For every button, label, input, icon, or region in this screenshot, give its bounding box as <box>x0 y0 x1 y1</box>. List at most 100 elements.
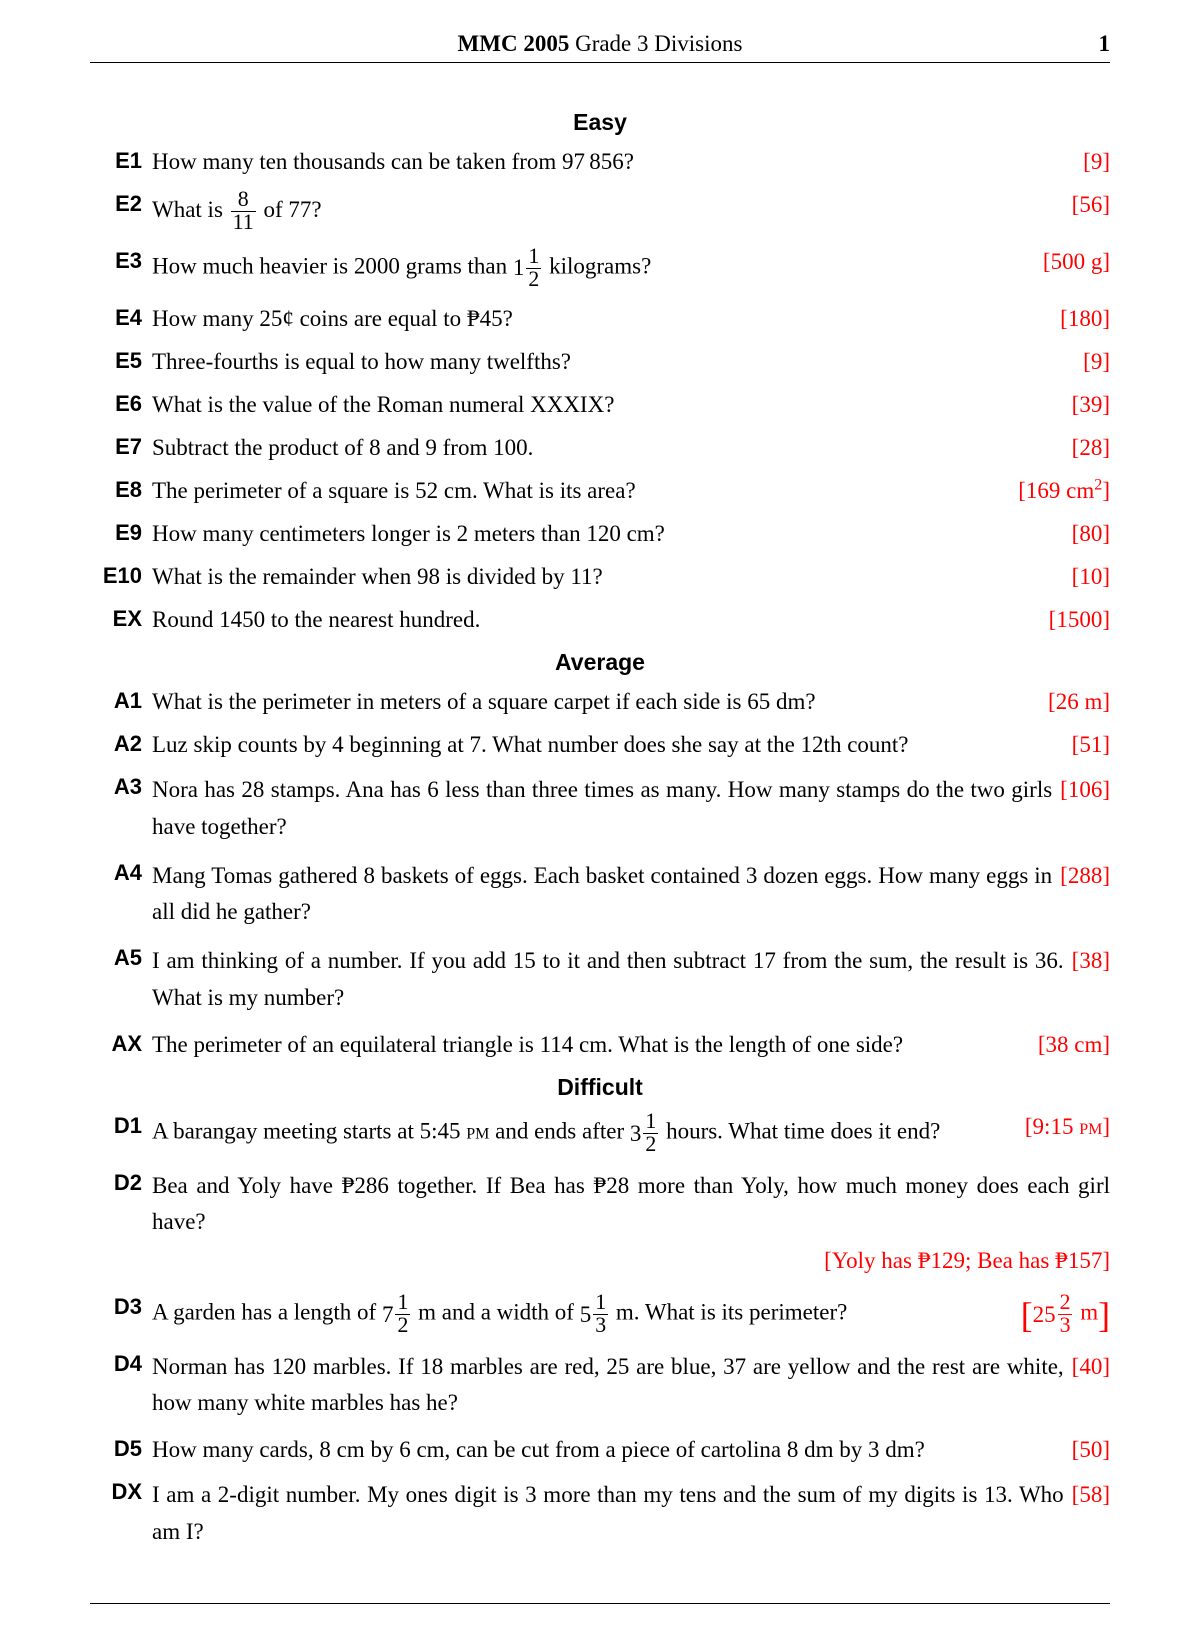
question-text: Three-fourths is equal to how many twelf… <box>152 349 571 374</box>
question-body: [169 cm2] The perimeter of a square is 5… <box>152 475 1110 506</box>
mixed-number: 712 <box>382 1300 412 1325</box>
question-body: [40] Norman has 120 marbles. If 18 marbl… <box>152 1349 1110 1423</box>
answer: [106] <box>1060 772 1110 809</box>
question-row: AX [38 cm] The perimeter of an equilater… <box>90 1029 1110 1060</box>
question-label: E9 <box>90 518 152 548</box>
question-label: D5 <box>90 1434 152 1464</box>
question-label: A5 <box>90 943 152 973</box>
answer: [56] <box>1072 189 1110 220</box>
question-row: E5 [9] Three-fourths is equal to how man… <box>90 346 1110 377</box>
question-row: A5 [38] I am thinking of a number. If yo… <box>90 943 1110 1017</box>
question-row: D1 [9:15 pm] A barangay meeting starts a… <box>90 1111 1110 1156</box>
mixed-number: 513 <box>580 1300 610 1325</box>
question-row: E1 [9] How many ten thousands can be tak… <box>90 146 1110 177</box>
question-text: What is the value of the Roman numeral X… <box>152 392 614 417</box>
question-body: [288] Mang Tomas gathered 8 baskets of e… <box>152 858 1110 932</box>
question-body: [9:15 pm] A barangay meeting starts at 5… <box>152 1111 1110 1156</box>
answer: [9] <box>1083 146 1110 177</box>
question-text: Round 1450 to the nearest hundred. <box>152 607 480 632</box>
section-heading-easy: Easy <box>90 107 1110 138</box>
question-body: [56] What is 811 of 77? <box>152 189 1110 234</box>
question-text: How many ten thousands can be taken from… <box>152 149 634 174</box>
question-text: Mang Tomas gathered 8 baskets of eggs. E… <box>152 863 1052 925</box>
answer: [28] <box>1072 432 1110 463</box>
question-row: E6 [39] What is the value of the Roman n… <box>90 389 1110 420</box>
question-text: I am thinking of a number. If you add 15… <box>152 948 1064 1010</box>
question-row: D4 [40] Norman has 120 marbles. If 18 ma… <box>90 1349 1110 1423</box>
question-body: [106] Nora has 28 stamps. Ana has 6 less… <box>152 772 1110 846</box>
answer: [51] <box>1072 729 1110 760</box>
answer: [1500] <box>1049 604 1110 635</box>
question-text: Subtract the product of 8 and 9 from 100… <box>152 435 533 460</box>
question-text: What is the remainder when 98 is divided… <box>152 564 603 589</box>
question-text: Bea and Yoly have ₱286 together. If Bea … <box>152 1173 1110 1235</box>
header-title-rest: Grade 3 Divisions <box>569 31 742 56</box>
question-label: A1 <box>90 686 152 716</box>
question-body: [28] Subtract the product of 8 and 9 fro… <box>152 432 1110 463</box>
question-body: Bea and Yoly have ₱286 together. If Bea … <box>152 1168 1110 1280</box>
question-row: E8 [169 cm2] The perimeter of a square i… <box>90 475 1110 506</box>
header-title: MMC 2005 Grade 3 Divisions <box>110 28 1090 59</box>
question-label: E4 <box>90 303 152 333</box>
question-text: How many cards, 8 cm by 6 cm, can be cut… <box>152 1437 925 1462</box>
question-text: Norman has 120 marbles. If 18 marbles ar… <box>152 1354 1064 1416</box>
question-label: A3 <box>90 772 152 802</box>
question-text: Luz skip counts by 4 beginning at 7. Wha… <box>152 732 909 757</box>
answer: [38 cm] <box>1038 1029 1110 1060</box>
question-label: E3 <box>90 246 152 276</box>
answer: [40] <box>1072 1349 1110 1386</box>
question-text: Nora has 28 stamps. Ana has 6 less than … <box>152 777 1052 839</box>
question-text: I am a 2-digit number. My ones digit is … <box>152 1482 1064 1544</box>
question-label: D4 <box>90 1349 152 1379</box>
answer: [80] <box>1072 518 1110 549</box>
question-row: EX [1500] Round 1450 to the nearest hund… <box>90 604 1110 635</box>
question-label: E6 <box>90 389 152 419</box>
answer: [38] <box>1072 943 1110 980</box>
question-label: E10 <box>90 561 152 591</box>
question-body: [9] How many ten thousands can be taken … <box>152 146 1110 177</box>
question-label: E1 <box>90 146 152 176</box>
question-label: A2 <box>90 729 152 759</box>
question-body: [180] How many 25¢ coins are equal to ₱4… <box>152 303 1110 334</box>
question-row: E10 [10] What is the remainder when 98 i… <box>90 561 1110 592</box>
question-body: [50] How many cards, 8 cm by 6 cm, can b… <box>152 1434 1110 1465</box>
question-row: A1 [26 m] What is the perimeter in meter… <box>90 686 1110 717</box>
question-label: AX <box>90 1029 152 1059</box>
question-row: E7 [28] Subtract the product of 8 and 9 … <box>90 432 1110 463</box>
question-label: E2 <box>90 189 152 219</box>
mixed-number: 312 <box>630 1119 660 1144</box>
section-heading-difficult: Difficult <box>90 1072 1110 1103</box>
question-row: D3 [2523 m] A garden has a length of 712… <box>90 1292 1110 1337</box>
question-text: What is the perimeter in meters of a squ… <box>152 689 816 714</box>
question-text: A barangay meeting starts at 5:45 pm and… <box>152 1119 940 1144</box>
question-body: [39] What is the value of the Roman nume… <box>152 389 1110 420</box>
question-label: DX <box>90 1477 152 1507</box>
answer: [58] <box>1072 1477 1110 1514</box>
answer: [50] <box>1072 1434 1110 1465</box>
question-body: [9] Three-fourths is equal to how many t… <box>152 346 1110 377</box>
question-row: D5 [50] How many cards, 8 cm by 6 cm, ca… <box>90 1434 1110 1465</box>
mixed-number: 112 <box>513 253 543 278</box>
question-row: A3 [106] Nora has 28 stamps. Ana has 6 l… <box>90 772 1110 846</box>
answer: [10] <box>1072 561 1110 592</box>
question-row: D2 Bea and Yoly have ₱286 together. If B… <box>90 1168 1110 1280</box>
answer: [180] <box>1060 303 1110 334</box>
question-text: How many centimeters longer is 2 meters … <box>152 521 665 546</box>
question-body: [58] I am a 2-digit number. My ones digi… <box>152 1477 1110 1551</box>
question-row: A4 [288] Mang Tomas gathered 8 baskets o… <box>90 858 1110 932</box>
question-label: E5 <box>90 346 152 376</box>
question-label: E7 <box>90 432 152 462</box>
question-body: [26 m] What is the perimeter in meters o… <box>152 686 1110 717</box>
answer: [9:15 pm] <box>1025 1111 1110 1142</box>
question-row: A2 [51] Luz skip counts by 4 beginning a… <box>90 729 1110 760</box>
question-text: The perimeter of an equilateral triangle… <box>152 1032 903 1057</box>
question-body: [500 g] How much heavier is 2000 grams t… <box>152 246 1110 291</box>
question-label: A4 <box>90 858 152 888</box>
question-body: [2523 m] A garden has a length of 712 m … <box>152 1292 1110 1337</box>
answer: [26 m] <box>1048 686 1110 717</box>
question-text: What is 811 of 77? <box>152 197 322 222</box>
fraction: 811 <box>231 189 256 234</box>
answer: [Yoly has ₱129; Bea has ₱157] <box>152 1243 1110 1280</box>
question-row: E3 [500 g] How much heavier is 2000 gram… <box>90 246 1110 291</box>
page-number: 1 <box>1090 28 1110 59</box>
